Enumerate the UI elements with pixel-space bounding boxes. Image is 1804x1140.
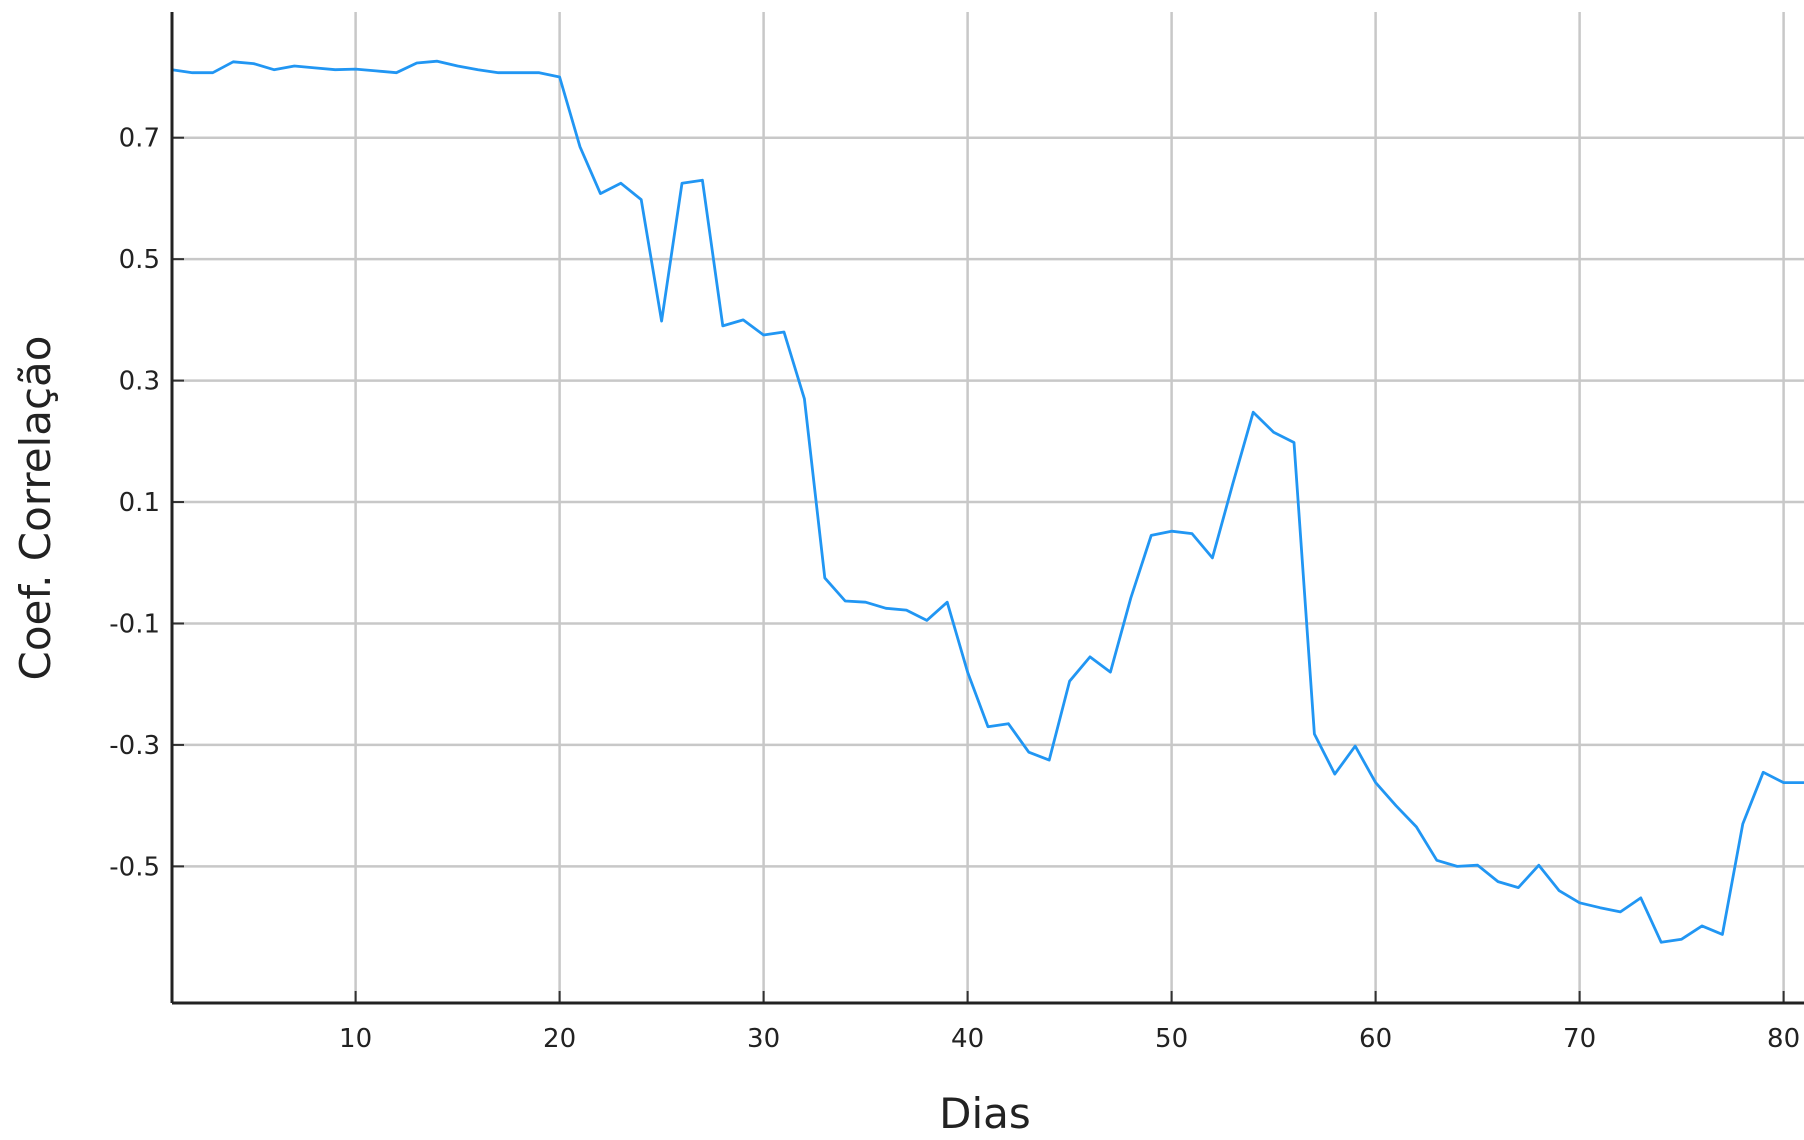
- x-tick-label: 50: [1155, 1024, 1188, 1054]
- x-axis-title: Dias: [939, 1089, 1031, 1136]
- y-tick-label: 0.1: [119, 488, 160, 518]
- tick-labels: 10 20 30 40 50 60 70 80 -0.5 -0.3 -0.1 0.1 0.3 0.5 0.7: [109, 124, 1800, 1054]
- y-tick-label: -0.3: [109, 731, 160, 761]
- y-tick-label: 0.5: [119, 245, 160, 275]
- x-tick-label: 40: [951, 1024, 984, 1054]
- axes: [170, 12, 1804, 1005]
- x-tick-label: 60: [1359, 1024, 1392, 1054]
- grid: [172, 12, 1804, 1003]
- x-tick-label: 70: [1563, 1024, 1596, 1054]
- y-tick-label: 0.7: [119, 124, 160, 154]
- x-tick-label: 20: [543, 1024, 576, 1054]
- x-tick-label: 10: [339, 1024, 372, 1054]
- y-axis-title: Coef. Correlação: [11, 336, 60, 681]
- series-line: [170, 59, 1804, 944]
- y-tick-label: -0.5: [109, 852, 160, 882]
- x-tick-label: 30: [747, 1024, 780, 1054]
- y-tick-label: -0.1: [109, 609, 160, 639]
- y-tick-label: 0.3: [119, 367, 160, 397]
- series-layer: [170, 59, 1804, 944]
- x-tick-label: 80: [1767, 1024, 1800, 1054]
